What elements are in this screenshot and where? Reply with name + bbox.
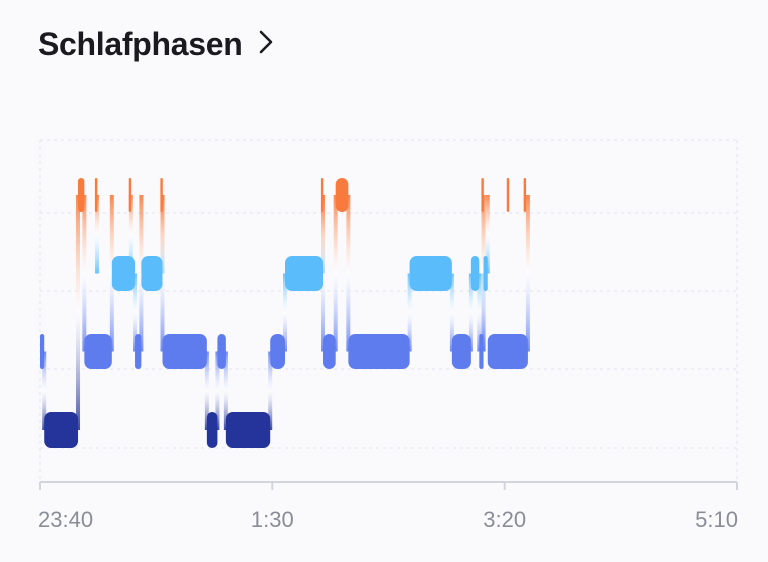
segment-wach-18[interactable] [335,178,349,212]
transition-2 [82,195,87,352]
segment-rem-22[interactable] [470,256,480,291]
transition-12 [223,351,228,430]
segment-rem-5[interactable] [111,256,136,291]
transition-4 [95,195,100,274]
segment-rem-24[interactable] [483,256,488,291]
transitions [42,195,530,430]
segment-leichtschlaf-17[interactable] [323,334,336,369]
segment-leichtschlaf-21[interactable] [451,334,471,369]
segment-tiefschlaf-1[interactable] [44,412,79,448]
segment-wach-28[interactable] [523,178,527,212]
segment-wach-2[interactable] [78,178,85,212]
segment-leichtschlaf-19[interactable] [348,334,410,369]
segment-leichtschlaf-3[interactable] [84,334,112,369]
grid [39,139,738,482]
segment-wach-16[interactable] [320,178,324,212]
transition-0 [42,351,47,430]
segment-leichtschlaf-6[interactable] [135,334,142,369]
chevron-right-icon[interactable] [256,28,276,61]
x-tick-label-2: 3:20 [483,507,526,532]
transition-11 [215,351,220,430]
segment-leichtschlaf-10[interactable] [162,334,207,369]
segment-leichtschlaf-26[interactable] [487,334,528,369]
segment-leichtschlaf-12[interactable] [217,334,226,369]
transition-24 [485,195,490,274]
x-axis: 23:40 1:30 3:20 5:10 [38,481,738,532]
transition-10 [204,351,209,430]
segment-rem-15[interactable] [285,256,324,291]
transition-21 [468,273,473,352]
segment-leichtschlaf-23[interactable] [479,334,484,369]
transition-14 [283,273,288,352]
x-tick-label-1: 1:30 [251,507,294,532]
segment-wach-25[interactable] [481,178,484,212]
segment-wach-27[interactable] [506,178,510,212]
transition-5 [133,273,138,352]
transition-7 [128,195,133,274]
x-tick-label-3: 5:10 [695,507,738,532]
transition-1 [76,195,81,430]
segment-tiefschlaf-11[interactable] [206,412,218,448]
card-title: Schlafphasen [38,25,243,62]
segment-rem-8[interactable] [141,256,163,291]
segments [40,178,528,448]
transition-17 [333,195,338,352]
segment-leichtschlaf-0[interactable] [40,334,45,369]
sleep-stages-header[interactable]: Schlafphasen [38,22,276,66]
x-tick-label-0: 23:40 [38,507,93,532]
transition-13 [268,351,273,430]
segment-rem-20[interactable] [409,256,452,291]
segment-wach-7[interactable] [128,178,132,212]
segment-wach-9[interactable] [160,178,163,212]
segment-wach-4[interactable] [94,178,98,212]
transition-22 [477,273,482,352]
transition-26 [525,195,530,352]
segment-tiefschlaf-13[interactable] [225,412,271,448]
transition-18 [346,195,351,352]
transition-19 [407,273,412,352]
transition-20 [449,273,454,352]
segment-leichtschlaf-14[interactable] [270,334,286,369]
